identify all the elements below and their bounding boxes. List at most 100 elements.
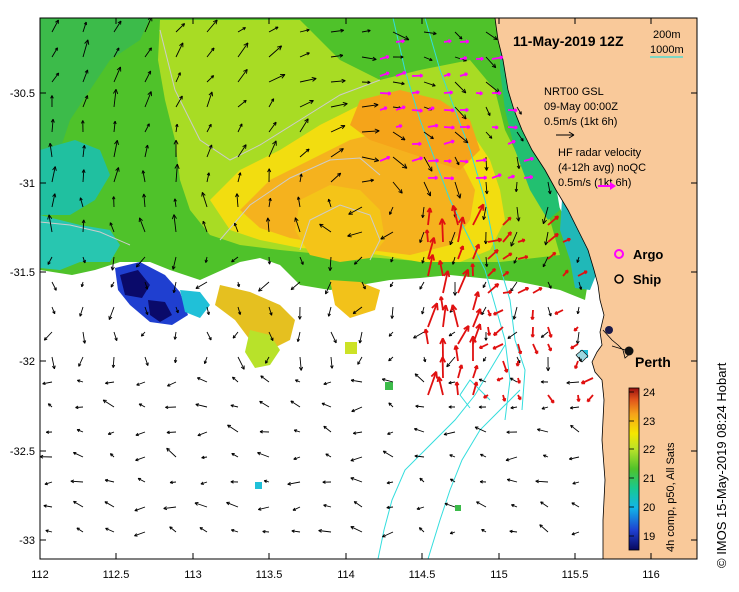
gsl-arrow [195,403,208,408]
gsl-arrow [200,481,208,485]
gsl-arrow-head [82,340,87,344]
gsl-arrow-head [116,66,122,72]
gsl-arrow-head [353,501,358,505]
radar-arrow-magenta-head [431,106,435,111]
gsl-arrow [144,47,152,58]
gsl-arrow-head [116,47,120,51]
gsl-arrow [353,431,363,434]
gsl-arrow [73,452,84,458]
y-tick-32: -32 [19,356,35,368]
colorbar-label: 4h comp, p50, All Sats [665,442,677,552]
gsl-arrow-head [197,377,201,381]
gsl-arrow-head [173,336,177,340]
gsl-arrow-head [293,429,298,433]
radar-arrow-red-head [576,398,581,402]
radar-arrow-red [440,296,444,311]
radar-legend: HF radar velocity (4-12h avg) noQC 0.5m/… [558,147,646,190]
gsl-arrow [328,306,332,317]
gsl-arrow-head [351,408,355,413]
gsl-arrow-head [272,140,277,146]
gsl-arrow-head [206,311,210,316]
gsl-arrow-head [269,312,273,316]
radar-arrow-red [472,365,478,379]
radar-arrow-red-head [521,238,526,243]
gsl-arrow [299,173,302,183]
gsl-arrow-head [208,91,214,97]
gsl-arrow [321,402,332,408]
gsl-arrow-head [389,283,394,288]
gsl-arrow-head [109,453,114,457]
gsl-arrow-head [474,426,479,430]
gsl-arrow [112,356,115,368]
gsl-arrow [173,281,177,293]
gsl-arrow-head [487,112,491,116]
gsl-arrow-head [202,220,206,225]
gsl-arrow-head [52,365,56,370]
gsl-arrow [299,256,304,265]
gsl-arrow [383,450,394,458]
radar-arrow-red-head [573,327,578,332]
gsl-arrow [414,373,425,383]
y-axis-labels: -30.5 -31 -31.5 -32 -32.5 -33 [10,88,35,547]
gsl-arrow-head [265,360,269,364]
radar-arrow-red-head [487,312,492,317]
gsl-arrow [535,480,549,483]
gsl-arrow-head [309,100,314,105]
gsl-arrow-head [578,358,582,363]
gsl-arrow-head [201,455,205,460]
gsl-arrow [201,192,208,208]
gsl-arrow [419,281,425,290]
gsl-arrow-head [415,404,419,408]
gsl-arrow [82,95,88,108]
gsl-arrow-head [197,433,201,437]
radar-arrow-magenta-head [494,125,499,130]
radar-arrow-magenta-head [398,124,403,129]
gsl-arrow-head [387,431,391,435]
gsl-arrow [547,181,551,195]
gsl-arrow-head [340,125,346,130]
contour-legend: 200m 1000m [650,29,684,58]
gsl-arrow [142,170,146,183]
gsl-arrow-head [370,178,374,183]
y-tick-31: -31 [19,178,35,190]
gsl-arrow-head [491,63,497,69]
gsl-arrow [299,78,317,83]
gsl-arrow-head [461,88,467,94]
gsl-arrow-head [195,403,200,407]
gsl-arrow-head [367,29,371,33]
gsl-arrow [542,206,549,224]
radar-arrow-red-head [469,335,477,343]
gsl-arrow-head [104,501,108,505]
gsl-arrow-head [484,190,489,195]
gsl-arrow-head [147,70,152,75]
radar-arrow-red-head [462,268,470,277]
gsl-arrow-head [82,259,86,264]
radar-arrow-magenta-head [513,108,518,113]
radar-arrow-red-head [424,229,430,234]
gsl-arrow-head [296,196,301,200]
gsl-arrow-head [199,527,203,531]
gsl-arrow-head [548,285,552,289]
radar-arrow-magenta-head [418,141,422,147]
radar-arrow-red-head [492,345,497,350]
gsl-arrow [268,140,277,158]
gsl-arrow-head [569,406,574,410]
radar-arrow-magenta-head [497,90,502,96]
gsl-arrow-head [292,507,296,511]
gsl-arrow-head [226,501,230,506]
gsl-arrow-head [232,335,237,339]
gsl-arrow [571,531,580,536]
gsl-arrow [236,193,239,208]
gsl-arrow-head [540,380,544,384]
gsl-arrow [537,428,549,433]
gsl-arrow [105,381,115,384]
gsl-arrow [452,256,456,265]
gsl-arrow-head [81,169,86,173]
gsl-arrow [51,193,56,208]
radar-arrow-red [437,376,444,396]
gsl-arrow-head [293,456,297,461]
radar-arrow-red-head [492,267,497,272]
gsl-arrow [423,81,436,87]
gsl-arrow [318,530,332,533]
gsl-arrow-head [114,139,119,146]
